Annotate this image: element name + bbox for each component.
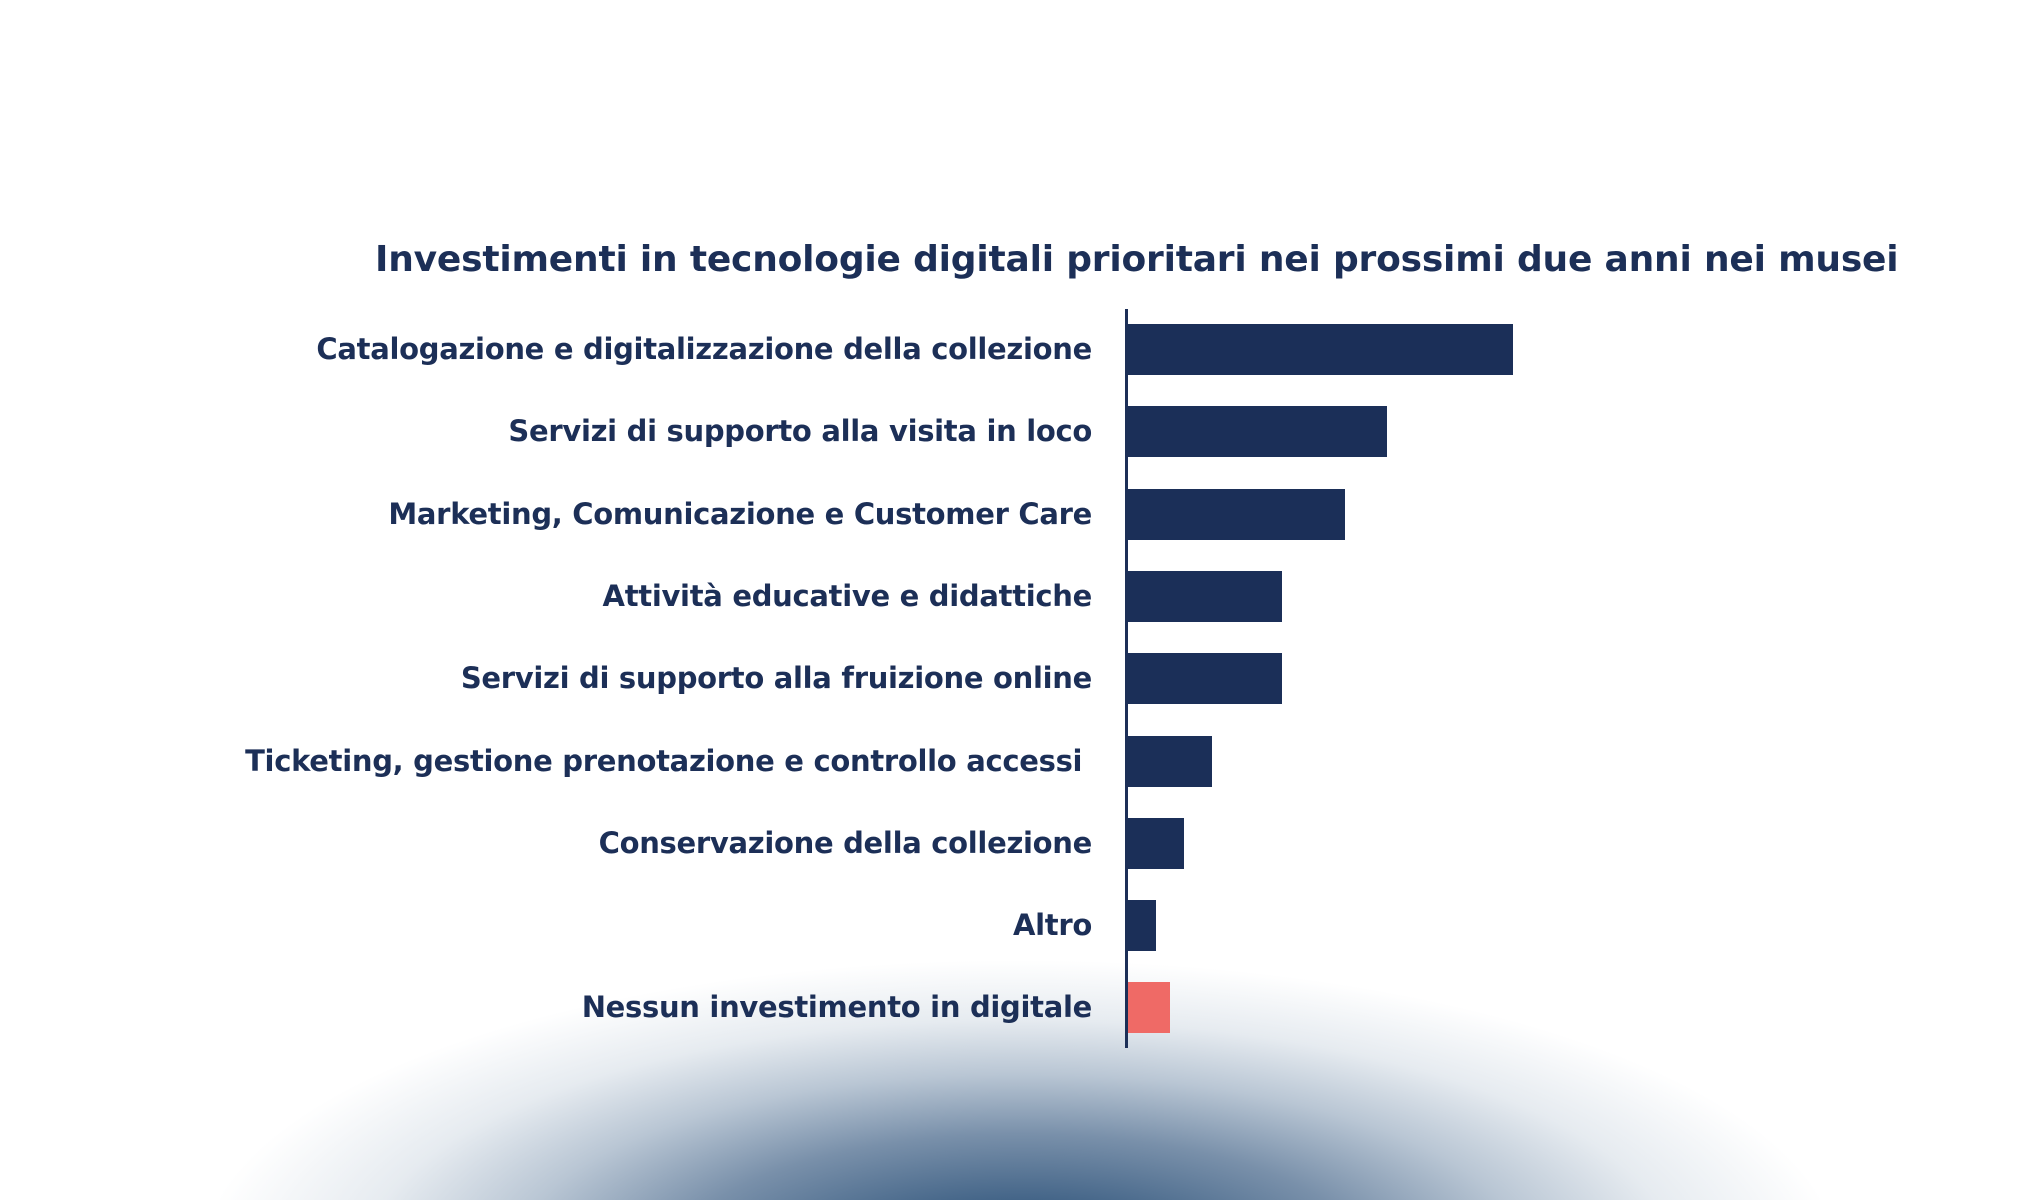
bar-row: Ticketing, gestione prenotazione e contr…: [0, 735, 2040, 787]
category-label: Servizi di supporto alla visita in loco: [508, 414, 1092, 449]
bar-row: Altro: [0, 900, 2040, 952]
bar: [1128, 817, 1184, 869]
bar: [1128, 735, 1212, 787]
category-label: Servizi di supporto alla fruizione onlin…: [460, 661, 1092, 696]
category-label: Marketing, Comunicazione e Customer Care: [388, 496, 1092, 531]
bottom-glow-decoration: [220, 960, 1820, 1200]
bar-row: Servizi di supporto alla fruizione onlin…: [0, 653, 2040, 705]
category-label: Nessun investimento in digitale: [581, 990, 1093, 1025]
bar: [1128, 653, 1282, 705]
bar: [1128, 324, 1513, 375]
bar-row: Marketing, Comunicazione e Customer Care: [0, 488, 2040, 540]
category-label: Attività educative e didattiche: [602, 578, 1093, 613]
category-label: Catalogazione e digitalizzazione della c…: [316, 332, 1092, 366]
category-label: Altro: [1013, 908, 1092, 943]
bar-row-highlight: Nessun investimento in digitale: [0, 982, 2040, 1034]
category-label: Conservazione della collezione: [598, 825, 1093, 860]
chart-title: Investimenti in tecnologie digitali prio…: [375, 239, 1899, 280]
bar: [1128, 570, 1282, 622]
y-axis-line: [1125, 309, 1128, 1048]
bar-row: Servizi di supporto alla visita in loco: [0, 406, 2040, 458]
bar-highlight: [1128, 982, 1170, 1034]
bar: [1128, 406, 1387, 458]
bar-row: Conservazione della collezione: [0, 817, 2040, 869]
category-label: Ticketing, gestione prenotazione e contr…: [245, 743, 1092, 778]
bar-row: Attività educative e didattiche: [0, 570, 2040, 622]
bar: [1128, 900, 1156, 952]
bar-row: Catalogazione e digitalizzazione della c…: [0, 324, 2040, 375]
bar: [1128, 488, 1345, 540]
